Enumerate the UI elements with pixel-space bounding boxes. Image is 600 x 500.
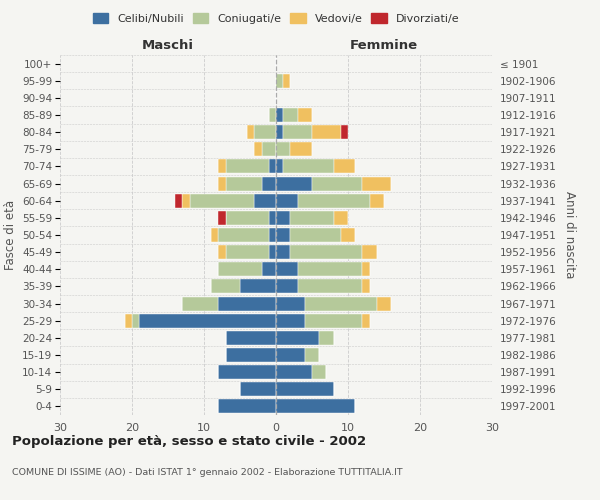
Bar bbox=[290, 245, 362, 259]
Bar bbox=[276, 280, 298, 293]
Bar bbox=[276, 211, 290, 225]
Bar bbox=[175, 194, 182, 207]
Bar bbox=[132, 314, 139, 328]
Bar bbox=[362, 262, 370, 276]
Bar bbox=[226, 245, 269, 259]
Y-axis label: Anni di nascita: Anni di nascita bbox=[563, 192, 576, 278]
Bar bbox=[283, 74, 290, 88]
Bar bbox=[334, 160, 355, 173]
Bar bbox=[182, 296, 218, 310]
Bar bbox=[276, 160, 283, 173]
Bar bbox=[211, 280, 240, 293]
Bar bbox=[276, 74, 283, 88]
Bar bbox=[276, 228, 290, 242]
Bar bbox=[276, 296, 305, 310]
Bar bbox=[218, 365, 276, 379]
Bar bbox=[362, 280, 370, 293]
Bar bbox=[276, 108, 283, 122]
Bar bbox=[254, 194, 276, 207]
Bar bbox=[262, 262, 276, 276]
Bar bbox=[240, 280, 276, 293]
Bar bbox=[211, 228, 218, 242]
Bar bbox=[226, 160, 269, 173]
Bar bbox=[226, 348, 276, 362]
Bar bbox=[362, 176, 391, 190]
Bar bbox=[125, 314, 132, 328]
Bar bbox=[377, 296, 391, 310]
Text: Femmine: Femmine bbox=[350, 40, 418, 52]
Bar bbox=[218, 245, 226, 259]
Bar bbox=[276, 262, 298, 276]
Bar bbox=[276, 176, 312, 190]
Text: Maschi: Maschi bbox=[142, 40, 194, 52]
Bar bbox=[312, 176, 362, 190]
Bar bbox=[305, 296, 377, 310]
Bar bbox=[276, 348, 305, 362]
Bar bbox=[262, 176, 276, 190]
Bar bbox=[218, 228, 269, 242]
Bar bbox=[341, 228, 355, 242]
Bar bbox=[262, 142, 276, 156]
Bar bbox=[283, 108, 298, 122]
Bar bbox=[218, 296, 276, 310]
Bar bbox=[312, 125, 341, 139]
Bar bbox=[370, 194, 384, 207]
Bar bbox=[190, 194, 254, 207]
Bar bbox=[276, 331, 319, 345]
Bar bbox=[334, 211, 348, 225]
Bar bbox=[218, 176, 226, 190]
Bar bbox=[283, 160, 334, 173]
Bar bbox=[254, 125, 276, 139]
Bar bbox=[276, 194, 298, 207]
Bar bbox=[254, 142, 262, 156]
Bar bbox=[276, 142, 290, 156]
Bar bbox=[276, 314, 305, 328]
Bar bbox=[139, 314, 276, 328]
Bar bbox=[226, 211, 269, 225]
Bar bbox=[269, 245, 276, 259]
Bar bbox=[240, 382, 276, 396]
Bar bbox=[362, 314, 370, 328]
Bar bbox=[276, 125, 283, 139]
Bar bbox=[269, 108, 276, 122]
Bar bbox=[290, 211, 334, 225]
Bar bbox=[341, 125, 348, 139]
Bar bbox=[269, 228, 276, 242]
Bar bbox=[218, 400, 276, 413]
Bar bbox=[276, 245, 290, 259]
Bar bbox=[276, 400, 355, 413]
Bar bbox=[298, 280, 362, 293]
Bar bbox=[226, 331, 276, 345]
Bar bbox=[305, 348, 319, 362]
Bar bbox=[298, 108, 312, 122]
Bar bbox=[269, 160, 276, 173]
Legend: Celibi/Nubili, Coniugati/e, Vedovi/e, Divorziati/e: Celibi/Nubili, Coniugati/e, Vedovi/e, Di… bbox=[93, 14, 459, 24]
Bar bbox=[276, 382, 334, 396]
Bar bbox=[247, 125, 254, 139]
Bar bbox=[319, 331, 334, 345]
Bar bbox=[290, 228, 341, 242]
Bar bbox=[305, 314, 362, 328]
Bar bbox=[218, 160, 226, 173]
Bar bbox=[298, 262, 362, 276]
Bar bbox=[312, 365, 326, 379]
Bar bbox=[290, 142, 312, 156]
Y-axis label: Fasce di età: Fasce di età bbox=[4, 200, 17, 270]
Bar bbox=[362, 245, 377, 259]
Bar bbox=[218, 262, 262, 276]
Bar bbox=[218, 211, 226, 225]
Bar bbox=[182, 194, 190, 207]
Bar bbox=[283, 125, 312, 139]
Text: Popolazione per età, sesso e stato civile - 2002: Popolazione per età, sesso e stato civil… bbox=[12, 435, 366, 448]
Bar bbox=[276, 365, 312, 379]
Bar bbox=[269, 211, 276, 225]
Bar bbox=[298, 194, 370, 207]
Bar bbox=[226, 176, 262, 190]
Text: COMUNE DI ISSIME (AO) - Dati ISTAT 1° gennaio 2002 - Elaborazione TUTTITALIA.IT: COMUNE DI ISSIME (AO) - Dati ISTAT 1° ge… bbox=[12, 468, 403, 477]
